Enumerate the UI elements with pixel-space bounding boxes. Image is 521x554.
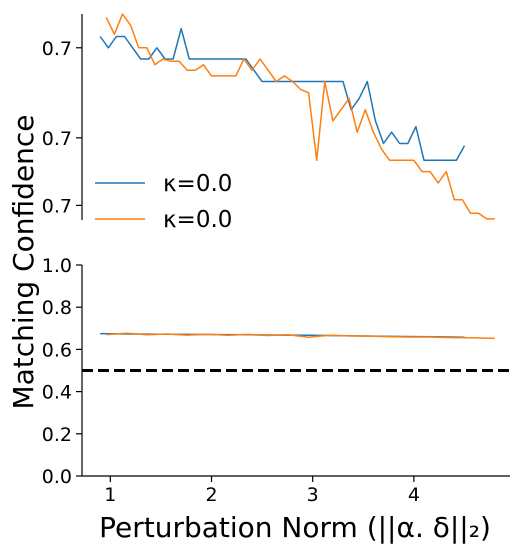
- bottom-x-tick-label: 4: [408, 484, 420, 506]
- legend-label-series-2: κ=0.0: [163, 207, 232, 233]
- bottom-x-tick-label: 3: [307, 484, 319, 506]
- x-axis-title: Perturbation Norm (||α. δ||₂): [99, 511, 491, 544]
- bottom-x-tick-label: 2: [205, 484, 217, 506]
- bottom-y-tick-label: 0.6: [42, 339, 72, 361]
- top-series-line-2: [105, 13, 495, 220]
- top-y-tick-label: 0.7: [42, 195, 72, 217]
- bottom-y-tick-label: 0.4: [42, 382, 72, 404]
- legend: κ=0.0 κ=0.0: [95, 171, 232, 233]
- top-series: [99, 13, 495, 220]
- top-y-ticks: 0.7 0.7 0.7: [42, 38, 82, 217]
- bottom-y-tick-label: 0.2: [42, 424, 72, 446]
- top-series-line-1: [99, 27, 466, 162]
- legend-label-series-1: κ=0.0: [163, 171, 232, 197]
- bottom-panel: 0.0 0.2 0.4 0.6 0.8 1.0 1 2 3 4: [42, 255, 510, 506]
- bottom-y-ticks: 0.0 0.2 0.4 0.6 0.8 1.0: [42, 255, 82, 488]
- top-panel: 0.7 0.7 0.7: [42, 13, 495, 220]
- top-y-tick-label: 0.7: [42, 128, 72, 150]
- bottom-x-tick-label: 1: [104, 484, 116, 506]
- bottom-series: [100, 332, 495, 340]
- y-axis-title: Matching Confidence: [7, 114, 40, 409]
- bottom-x-ticks: 1 2 3 4: [104, 476, 420, 506]
- bottom-y-tick-label: 0.8: [42, 297, 72, 319]
- bottom-y-tick-label: 0.0: [42, 466, 72, 488]
- top-y-tick-label: 0.7: [42, 38, 72, 60]
- bottom-y-tick-label: 1.0: [42, 255, 72, 277]
- bottom-series-line-2: [106, 332, 495, 340]
